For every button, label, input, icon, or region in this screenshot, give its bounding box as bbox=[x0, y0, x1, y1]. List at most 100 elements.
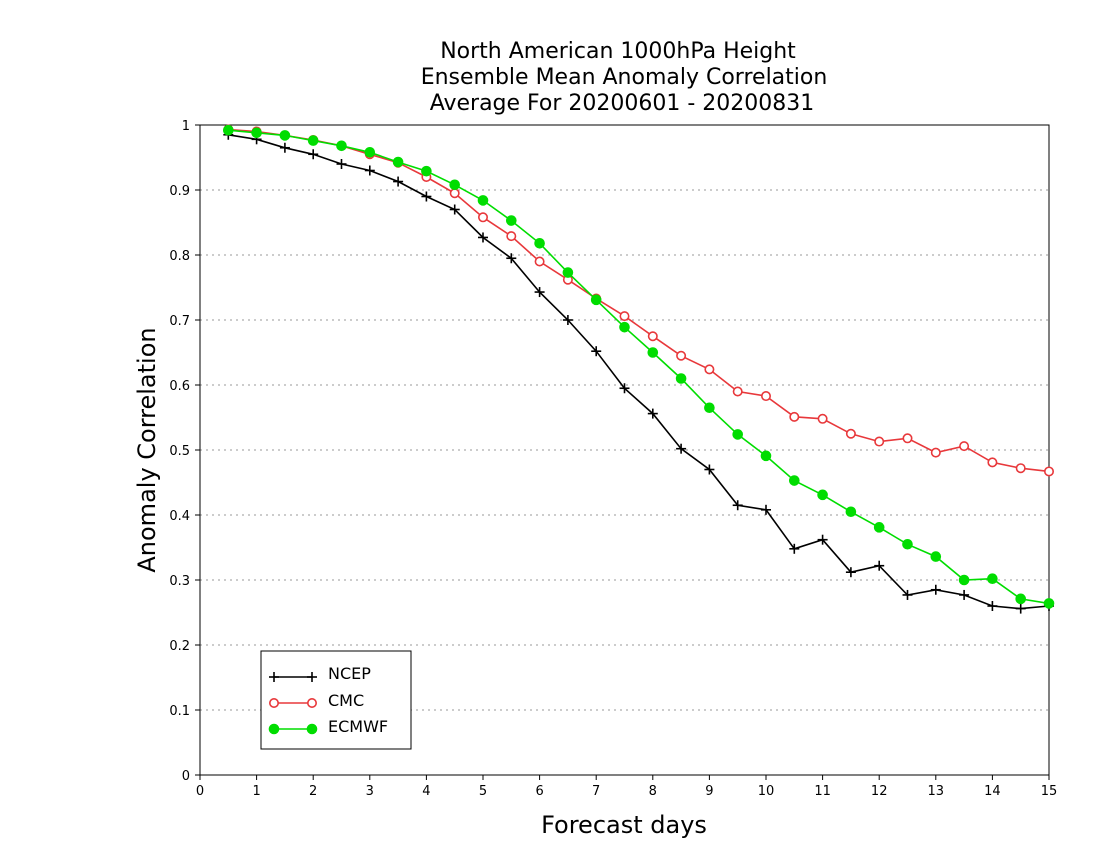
point-cmc-23 bbox=[874, 436, 885, 447]
point-ecmwf-1 bbox=[251, 127, 262, 139]
legend-label-cmc: CMC bbox=[328, 691, 364, 710]
point-ncep-13 bbox=[591, 346, 602, 357]
point-ecmwf-3 bbox=[307, 135, 319, 146]
x-tick-label-6: 6 bbox=[535, 784, 543, 799]
point-cmc-26 bbox=[959, 441, 970, 452]
point-ncep-10 bbox=[506, 253, 517, 264]
point-cmc-27 bbox=[987, 457, 998, 468]
point-ecmwf-18 bbox=[732, 429, 744, 440]
point-ecmwf-11 bbox=[534, 238, 545, 249]
legend-label-ncep: NCEP bbox=[328, 664, 371, 683]
point-ecmwf-21 bbox=[817, 489, 828, 501]
point-ecmwf-17 bbox=[704, 402, 715, 414]
chart-title-line-3: Average For 20200601 - 20200831 bbox=[430, 91, 815, 116]
y-tick-label-2: 0.2 bbox=[169, 639, 190, 654]
point-cmc-28 bbox=[1015, 463, 1026, 474]
point-ncep-12 bbox=[562, 315, 573, 325]
point-ecmwf-23 bbox=[873, 522, 885, 533]
legend-label-ecmwf: ECMWF bbox=[328, 717, 388, 736]
point-cmc-25 bbox=[930, 447, 941, 458]
point-ecmwf-13 bbox=[590, 294, 602, 306]
point-ncep-24 bbox=[902, 589, 913, 600]
point-ecmwf-24 bbox=[902, 538, 913, 550]
point-cmc-20 bbox=[789, 411, 800, 422]
point-ncep-28 bbox=[1015, 603, 1026, 614]
point-cmc-18 bbox=[732, 386, 743, 397]
point-ecmwf-19 bbox=[760, 450, 772, 462]
point-ncep-19 bbox=[761, 504, 771, 515]
y-axis: 0 0.1 0.2 0.3 0.4 0.5 0.6 0.7 0.8 0.9 1 bbox=[169, 119, 200, 784]
legend-marker-right-ncep bbox=[307, 672, 317, 682]
point-cmc-10 bbox=[506, 231, 517, 242]
point-ecmwf-14 bbox=[619, 321, 630, 333]
point-ecmwf-0 bbox=[223, 124, 234, 136]
legend-items bbox=[268, 672, 318, 735]
point-ncep-4 bbox=[336, 159, 347, 169]
point-ecmwf-28 bbox=[1015, 593, 1027, 605]
point-ncep-26 bbox=[959, 589, 970, 600]
y-tick-label-8: 0.8 bbox=[169, 249, 190, 264]
x-axis-title: Forecast days bbox=[541, 811, 707, 839]
point-ncep-25 bbox=[930, 584, 941, 595]
point-ecmwf-4 bbox=[336, 140, 347, 152]
point-ecmwf-20 bbox=[789, 475, 800, 486]
point-cmc-29 bbox=[1044, 466, 1055, 477]
point-ncep-21 bbox=[817, 534, 828, 545]
y-tick-label-5: 0.5 bbox=[169, 444, 190, 459]
point-ecmwf-26 bbox=[958, 574, 970, 586]
x-tick-label-11: 11 bbox=[814, 784, 831, 799]
point-ncep-3 bbox=[308, 149, 319, 160]
point-ecmwf-7 bbox=[421, 165, 432, 177]
point-ecmwf-29 bbox=[1043, 598, 1055, 609]
point-cmc-15 bbox=[647, 331, 658, 342]
point-cmc-16 bbox=[676, 350, 687, 361]
x-tick-label-5: 5 bbox=[479, 784, 487, 799]
point-ncep-9 bbox=[478, 232, 488, 243]
point-cmc-21 bbox=[817, 413, 828, 424]
point-ncep-7 bbox=[421, 191, 432, 202]
point-ecmwf-6 bbox=[392, 156, 404, 168]
point-ncep-23 bbox=[874, 560, 885, 571]
x-tick-label-9: 9 bbox=[705, 784, 713, 799]
point-cmc-14 bbox=[619, 311, 630, 322]
point-ncep-18 bbox=[732, 500, 743, 511]
y-tick-label-4: 0.4 bbox=[169, 509, 190, 524]
point-cmc-22 bbox=[845, 428, 856, 439]
point-ecmwf-25 bbox=[930, 551, 942, 562]
x-tick-label-1: 1 bbox=[252, 784, 260, 799]
point-ncep-16 bbox=[676, 443, 687, 454]
point-ecmwf-10 bbox=[506, 215, 517, 226]
point-ecmwf-2 bbox=[279, 130, 291, 141]
point-ecmwf-15 bbox=[647, 347, 659, 358]
point-ncep-20 bbox=[789, 543, 800, 554]
point-cmc-24 bbox=[902, 433, 913, 444]
x-tick-label-4: 4 bbox=[422, 784, 430, 799]
point-ncep-17 bbox=[704, 464, 715, 475]
series-layer bbox=[223, 124, 1055, 614]
point-ncep-8 bbox=[449, 204, 460, 215]
y-tick-label-1: 0.1 bbox=[169, 704, 190, 719]
point-ecmwf-22 bbox=[845, 506, 857, 518]
x-tick-label-10: 10 bbox=[758, 784, 775, 799]
series-line-ncep bbox=[228, 134, 1050, 610]
legend: NCEP CMC ECMWF bbox=[260, 650, 412, 750]
chart-title-line-1: North American 1000hPa Height bbox=[440, 39, 796, 64]
point-ecmwf-8 bbox=[449, 179, 461, 191]
x-tick-label-7: 7 bbox=[592, 784, 600, 799]
legend-marker-right-cmc bbox=[306, 697, 317, 708]
x-tick-label-3: 3 bbox=[366, 784, 374, 799]
y-tick-label-0: 0 bbox=[182, 769, 190, 784]
x-tick-label-8: 8 bbox=[649, 784, 657, 799]
y-tick-label-9: 0.9 bbox=[169, 184, 190, 199]
legend-marker-right-ecmwf bbox=[306, 723, 318, 735]
y-tick-label-7: 0.7 bbox=[169, 314, 190, 329]
x-tick-label-15: 15 bbox=[1041, 784, 1058, 799]
point-ncep-27 bbox=[987, 601, 998, 611]
chart-title-line-2: Ensemble Mean Anomaly Correlation bbox=[421, 65, 828, 90]
point-cmc-19 bbox=[760, 391, 771, 402]
point-ncep-11 bbox=[534, 287, 545, 298]
y-tick-label-6: 0.6 bbox=[169, 379, 190, 394]
legend-box bbox=[260, 650, 412, 750]
